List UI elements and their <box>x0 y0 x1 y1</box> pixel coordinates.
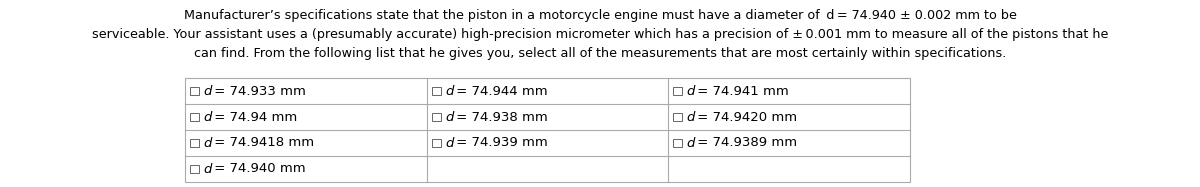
Text: $d$: $d$ <box>686 84 697 98</box>
Text: = 74.938 mm: = 74.938 mm <box>451 111 547 123</box>
Text: = 74.933 mm: = 74.933 mm <box>210 85 306 97</box>
Bar <box>673 87 683 95</box>
Bar <box>432 113 440 121</box>
Text: = 74.941 mm: = 74.941 mm <box>694 85 790 97</box>
Text: serviceable. Your assistant uses a (presumably accurate) high-precision micromet: serviceable. Your assistant uses a (pres… <box>92 28 1108 41</box>
Text: $d$: $d$ <box>445 110 455 124</box>
Text: Manufacturer’s specifications state that the piston in a motorcycle engine must : Manufacturer’s specifications state that… <box>184 9 1016 22</box>
Text: $d$: $d$ <box>203 84 214 98</box>
Text: $d$: $d$ <box>203 110 214 124</box>
Text: = 74.9420 mm: = 74.9420 mm <box>694 111 798 123</box>
Text: = 74.9418 mm: = 74.9418 mm <box>210 137 314 149</box>
Text: can find. From the following list that he gives you, select all of the measureme: can find. From the following list that h… <box>194 47 1006 60</box>
Text: $d$: $d$ <box>203 136 214 150</box>
Bar <box>673 139 683 147</box>
Bar <box>673 113 683 121</box>
Text: $d$: $d$ <box>445 136 455 150</box>
Text: $d$: $d$ <box>686 136 697 150</box>
Bar <box>185 78 910 182</box>
Text: = 74.944 mm: = 74.944 mm <box>451 85 547 97</box>
Text: = 74.94 mm: = 74.94 mm <box>210 111 298 123</box>
Text: $d$: $d$ <box>686 110 697 124</box>
Text: = 74.9389 mm: = 74.9389 mm <box>694 137 798 149</box>
Text: $d$: $d$ <box>445 84 455 98</box>
Bar <box>190 87 199 95</box>
Text: = 74.940 mm: = 74.940 mm <box>210 163 306 176</box>
Bar <box>190 139 199 147</box>
Text: $d$: $d$ <box>203 162 214 176</box>
Bar <box>190 165 199 173</box>
Bar <box>432 87 440 95</box>
Bar <box>432 139 440 147</box>
Text: = 74.939 mm: = 74.939 mm <box>451 137 547 149</box>
Bar <box>190 113 199 121</box>
